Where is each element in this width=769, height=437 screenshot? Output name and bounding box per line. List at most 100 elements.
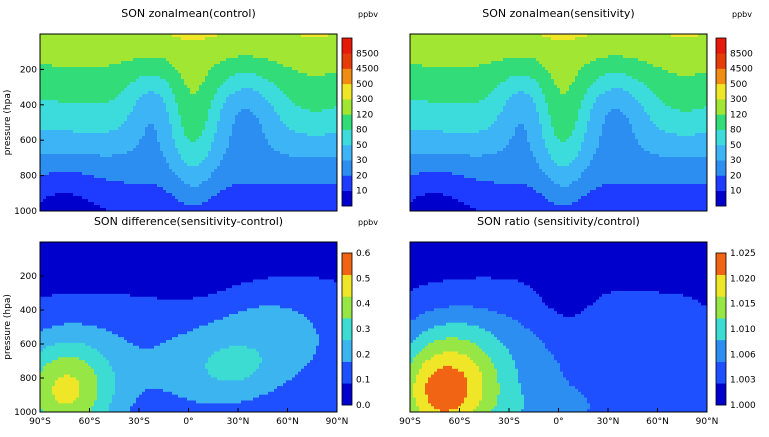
- contour-cell: [292, 377, 337, 381]
- contour-cell: [40, 363, 47, 367]
- contour-cell: [416, 316, 513, 321]
- contour-cell: [319, 342, 337, 347]
- contour-cell: [196, 139, 215, 143]
- contour-cell: [443, 351, 459, 355]
- contour-cell: [467, 391, 483, 396]
- contour-cell: [208, 357, 263, 361]
- contour-cell: [40, 345, 47, 350]
- colorbar-swatch: [716, 253, 726, 276]
- contour-cell: [638, 139, 707, 143]
- contour-cell: [265, 136, 337, 140]
- contour-cell: [286, 380, 337, 384]
- contour-cell: [40, 322, 65, 327]
- contour-cell: [40, 316, 224, 321]
- contour-cell: [103, 354, 212, 358]
- contour-cell: [316, 351, 337, 355]
- contour-cell: [157, 133, 173, 137]
- contour-cell: [569, 380, 707, 384]
- contour-cell: [259, 91, 284, 95]
- contour-cell: [205, 363, 260, 367]
- contour-cell: [40, 199, 44, 203]
- colorbar-label: 30: [356, 156, 368, 166]
- contour-cell: [265, 133, 308, 137]
- contour-cell: [539, 166, 588, 170]
- contour-cell: [292, 308, 337, 312]
- contour-cell: [410, 305, 450, 309]
- contour-cell: [410, 181, 495, 185]
- contour-cell: [410, 169, 543, 173]
- contour-cell: [476, 178, 552, 182]
- contour-cell: [313, 322, 337, 327]
- contour-cell: [602, 184, 707, 188]
- contour-cell: [253, 112, 278, 116]
- contour-cell: [410, 172, 420, 176]
- contour-cell: [500, 383, 522, 387]
- contour-cell: [680, 109, 693, 113]
- contour-cell: [208, 73, 236, 77]
- contour-cell: [40, 130, 74, 134]
- contour-cell: [410, 190, 537, 194]
- contour-cell: [199, 88, 218, 92]
- contour-cell: [410, 397, 417, 402]
- contour-cell: [172, 130, 185, 134]
- contour-cell: [199, 325, 314, 330]
- contour-cell: [545, 97, 585, 101]
- contour-cell: [587, 121, 606, 125]
- contour-cell: [184, 181, 203, 185]
- contour-cell: [172, 127, 185, 131]
- contour-cell: [169, 166, 218, 170]
- contour-cell: [40, 163, 170, 167]
- contour-cell: [310, 109, 323, 113]
- contour-cell: [659, 154, 707, 158]
- contour-cell: [334, 106, 337, 110]
- contour-cell: [533, 187, 597, 191]
- contour-cell: [536, 160, 555, 164]
- contour-cell: [638, 142, 707, 146]
- contour-cell: [503, 106, 537, 110]
- contour-cell: [307, 73, 326, 77]
- contour-cell: [587, 88, 612, 92]
- contour-cell: [40, 256, 337, 260]
- colorbar-swatch: [716, 383, 726, 406]
- contour-cell: [536, 103, 549, 107]
- colorbar-swatch: [342, 175, 352, 192]
- contour-cell: [40, 374, 65, 379]
- contour-cell: [136, 145, 161, 149]
- contour-cell: [410, 160, 537, 164]
- colorbar-label: 1.015: [730, 300, 756, 310]
- contour-cell: [121, 91, 149, 95]
- contour-cell: [470, 357, 492, 361]
- contour-cell: [542, 124, 552, 128]
- contour-cell: [536, 58, 597, 62]
- contour-cell: [605, 115, 627, 119]
- contour-cell: [304, 314, 337, 318]
- contour-cell: [419, 406, 435, 410]
- contour-cell: [449, 305, 474, 309]
- colorbar-swatch: [342, 190, 352, 207]
- contour-cell: [494, 334, 537, 338]
- colorbar-swatch: [342, 144, 352, 161]
- contour-cell: [410, 139, 510, 143]
- contour-cell: [40, 37, 182, 41]
- contour-cell: [410, 37, 552, 41]
- contour-cell: [494, 406, 525, 410]
- contour-cell: [593, 103, 642, 107]
- contour-cell: [133, 106, 167, 110]
- contour-cell: [503, 109, 537, 113]
- contour-cell: [229, 142, 269, 146]
- contour-cell: [650, 115, 707, 119]
- contour-cell: [581, 103, 594, 107]
- contour-cell: [545, 145, 582, 149]
- contour-cell: [172, 136, 188, 140]
- contour-cell: [40, 354, 104, 358]
- contour-cell: [551, 37, 576, 41]
- contour-cell: [322, 109, 337, 113]
- contour-cell: [548, 112, 579, 116]
- contour-cell: [226, 100, 269, 104]
- contour-cell: [268, 100, 293, 104]
- contour-cell: [40, 166, 170, 170]
- contour-cell: [410, 100, 429, 104]
- contour-cell: [280, 118, 337, 122]
- contour-cell: [497, 368, 519, 373]
- contour-cell: [410, 58, 504, 62]
